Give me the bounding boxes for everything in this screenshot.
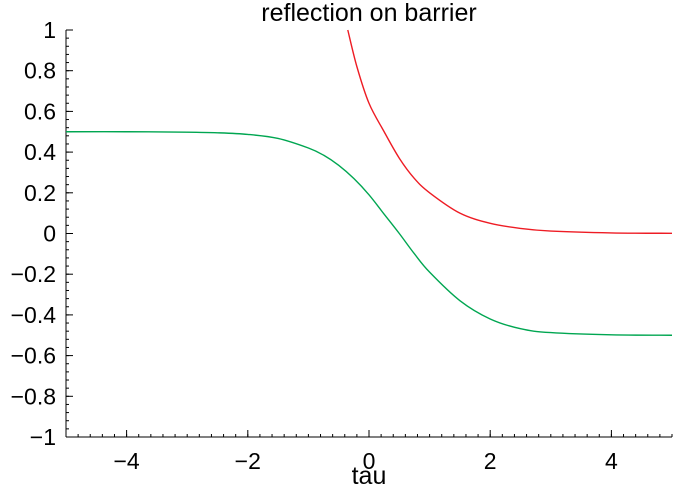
x-axis-label: tau: [352, 462, 387, 487]
y-tick-label: 0.8: [24, 58, 56, 84]
y-tick-label: 0.6: [24, 98, 56, 124]
series-line-1: [65, 131, 673, 336]
axes: [65, 30, 672, 438]
y-tick-label: 0: [43, 221, 56, 247]
x-tick-label: 2: [484, 448, 497, 474]
y-tick-label: 1: [43, 17, 56, 43]
y-tick-label: −0.4: [11, 302, 57, 328]
y-tick-label: 0.2: [24, 180, 56, 206]
series-lines: [65, 29, 673, 336]
y-tick-label: −0.6: [11, 343, 56, 369]
series-line-2: [347, 29, 673, 234]
x-tick-labels: −4 −2 0 2 4: [113, 448, 618, 474]
x-tick-label: 0: [363, 448, 376, 474]
y-tick-label: −0.8: [11, 383, 56, 409]
x-tick-label: −4: [113, 448, 139, 474]
x-tick-label: 4: [605, 448, 618, 474]
y-tick-label: −0.2: [11, 261, 56, 287]
y-tick-label: −1: [30, 424, 56, 450]
y-tick-labels: 1 0.8 0.6 0.4 0.2 0 −0.2 −0.4 −0.6 −0.8 −1: [11, 17, 57, 450]
y-tick-label: 0.4: [24, 139, 56, 165]
chart-title: reflection on barrier: [261, 0, 476, 27]
x-tick-label: −2: [235, 448, 261, 474]
ticks: [65, 29, 673, 438]
